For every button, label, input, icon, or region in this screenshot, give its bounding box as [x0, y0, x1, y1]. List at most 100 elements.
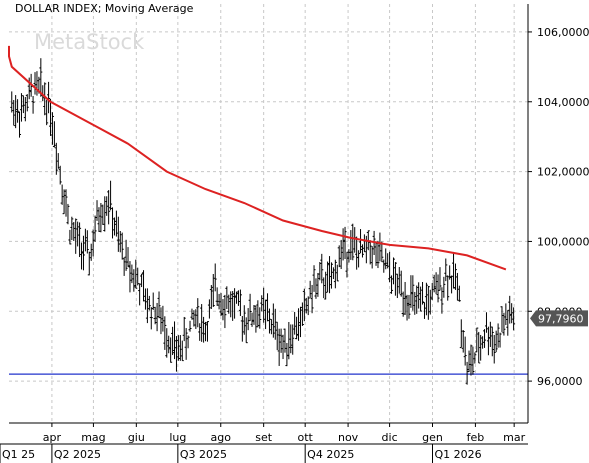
ohlc-bar: [463, 336, 467, 366]
ohlc-bar: [465, 361, 469, 385]
x-tick-label: ago: [211, 431, 232, 444]
ohlc-bar: [97, 207, 101, 232]
ohlc-bar: [74, 218, 78, 254]
quarter-tick-label: Q1 2026: [435, 448, 482, 461]
ohlc-bar: [345, 251, 349, 278]
ohlc-bar: [397, 267, 401, 294]
ohlc-bar: [281, 334, 285, 360]
ohlc-bar: [291, 324, 295, 355]
ohlc-bar: [190, 308, 194, 320]
ohlc-bar: [324, 271, 328, 300]
ohlc-bar: [326, 261, 330, 293]
ohlc-bar: [473, 352, 477, 364]
ohlc-bar: [47, 81, 51, 114]
ohlc-bar: [66, 203, 70, 225]
ohlc-bar: [145, 288, 149, 324]
ohlc-bar: [122, 257, 126, 276]
ohlc-bar: [238, 289, 242, 316]
ohlc-bar: [378, 232, 382, 262]
ohlc-bar: [444, 258, 448, 282]
ohlc-bar: [23, 97, 27, 122]
ohlc-bar: [217, 293, 221, 310]
ohlc-bar: [409, 275, 413, 308]
ohlc-bar: [426, 285, 430, 320]
ohlc-bar: [370, 246, 374, 269]
ohlc-bar: [417, 282, 421, 309]
ohlc-bar: [21, 95, 25, 114]
ohlc-bar: [287, 321, 291, 360]
ohlc-bar: [391, 257, 395, 285]
ohlc-bar: [351, 223, 355, 261]
x-axis: apr mag giu lug ago set ott nov dic gen feb mar Q1 2…: [0, 423, 526, 463]
ohlc-bar: [297, 308, 301, 341]
ohlc-bar: [341, 228, 345, 261]
moving-average-line: [8, 45, 507, 271]
ohlc-bar: [12, 100, 16, 126]
ohlc-bar: [498, 332, 502, 348]
quarter-tick-label: Q3 2025: [180, 448, 227, 461]
ohlc-bar: [357, 250, 361, 268]
chart-title: DOLLAR INDEX; Moving Average: [15, 2, 194, 15]
ohlc-bar: [300, 302, 304, 326]
ohlc-bar: [163, 316, 167, 350]
ohlc-bar: [33, 72, 37, 95]
ohlc-bar: [422, 302, 426, 319]
ohlc-bar: [50, 112, 54, 145]
ohlc-bar: [202, 316, 206, 343]
x-tick-label: set: [255, 431, 272, 444]
ohlc-bar: [419, 286, 423, 312]
y-tick-label: 100,0000: [537, 235, 589, 248]
ohlc-bar: [219, 293, 223, 316]
ohlc-bar: [112, 217, 116, 236]
ohlc-bar: [262, 287, 266, 323]
ohlc-bar: [126, 247, 130, 267]
ohlc-bar: [310, 284, 314, 314]
ohlc-bar: [225, 286, 229, 310]
ohlc-bar: [320, 253, 324, 284]
ohlc-bar: [229, 291, 233, 318]
ohlc-bar: [130, 264, 134, 284]
x-tick-label: mar: [503, 431, 525, 444]
ohlc-bar: [331, 267, 335, 280]
ohlc-bar: [215, 287, 219, 306]
price-bars: [10, 58, 516, 385]
ohlc-bar: [14, 95, 18, 129]
plot-frame: [0, 4, 529, 445]
ohlc-bar: [382, 259, 386, 273]
ohlc-bar: [250, 312, 254, 327]
ohlc-bar: [256, 300, 260, 328]
last-price-tag: [530, 310, 588, 327]
ohlc-bar: [182, 316, 186, 342]
ohlc-bar: [314, 278, 318, 299]
y-tick-label: 104,0000: [537, 96, 589, 109]
ohlc-bar: [273, 308, 277, 340]
ohlc-bar: [16, 99, 20, 123]
y-tick-label: 106,0000: [537, 26, 589, 39]
ohlc-bar: [155, 302, 159, 332]
ohlc-bar: [173, 321, 177, 360]
ohlc-bar: [359, 229, 363, 254]
watermark-text: MetaStock: [34, 30, 145, 54]
ohlc-bar: [424, 282, 428, 316]
ohlc-bar: [318, 262, 322, 281]
watermark: MetaStock: [34, 30, 145, 54]
ohlc-bar: [143, 288, 147, 310]
ohlc-bar: [180, 340, 184, 362]
ohlc-bar: [390, 275, 394, 294]
y-axis: 106,0000104,0000102,0000100,000098,00009…: [528, 26, 589, 388]
ohlc-bar: [167, 335, 171, 354]
ohlc-bar: [54, 142, 58, 175]
ohlc-bar: [81, 235, 85, 271]
ohlc-bar: [277, 328, 281, 366]
ohlc-bar: [467, 350, 471, 373]
ohlc-bar: [430, 282, 434, 300]
ohlc-bar: [471, 346, 475, 375]
ohlc-bar: [457, 285, 461, 302]
ohlc-bar: [415, 285, 419, 314]
ohlc-bar: [328, 256, 332, 294]
ohlc-bar: [39, 58, 43, 97]
ohlc-bar: [114, 210, 118, 237]
ohlc-bar: [405, 294, 409, 321]
ohlc-bar: [176, 335, 180, 361]
ohlc-bar: [279, 328, 283, 353]
